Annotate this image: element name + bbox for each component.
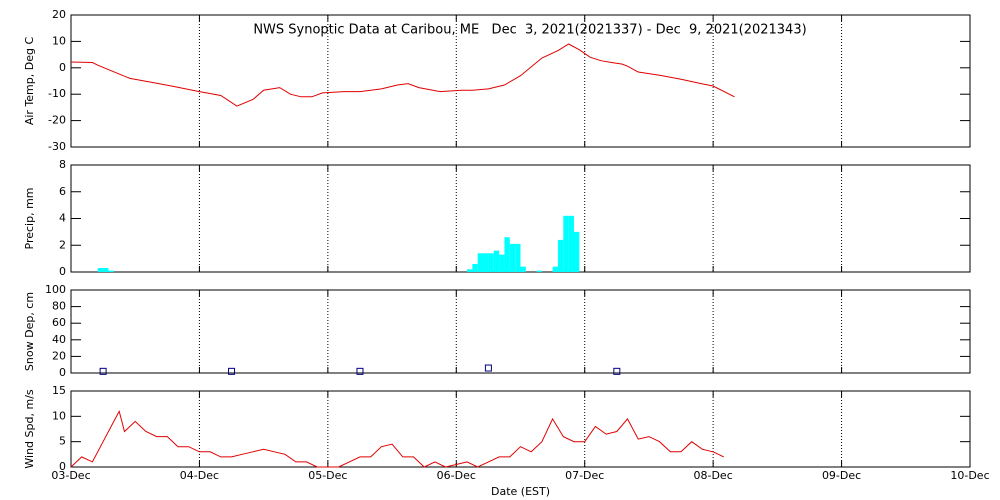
y-tick-label: 15 <box>52 384 66 397</box>
bar <box>574 231 580 272</box>
y-tick-label: -30 <box>48 140 66 153</box>
y-tick-label: 0 <box>59 460 66 473</box>
bar <box>477 253 484 272</box>
point <box>484 364 492 372</box>
bar <box>536 270 542 272</box>
bar <box>520 266 526 272</box>
x-tick-label: 09-Dec <box>822 469 861 482</box>
bar <box>483 253 489 272</box>
y-tick-label: 2 <box>59 238 66 251</box>
y-axis-label: Air Temp, Deg C <box>23 37 36 126</box>
bar <box>568 215 575 272</box>
bar <box>103 267 109 272</box>
y-tick-label: 8 <box>59 158 66 171</box>
y-tick-label: 100 <box>45 283 66 296</box>
y-tick-label: 10 <box>52 34 66 47</box>
y-tick-label: 20 <box>52 8 66 21</box>
point <box>228 367 236 375</box>
bar <box>557 239 564 272</box>
bar <box>488 253 494 272</box>
x-tick-label: 10-Dec <box>950 469 989 482</box>
y-axis-label: Precip, mm <box>23 188 36 250</box>
y-tick-label: 4 <box>59 212 66 225</box>
bar <box>563 215 569 272</box>
plot-frame <box>70 14 971 148</box>
y-tick-label: 6 <box>59 185 66 198</box>
chart-title: NWS Synoptic Data at Caribou, ME Dec 3, … <box>253 23 806 38</box>
y-tick-label: 10 <box>52 409 66 422</box>
bar <box>499 254 505 272</box>
bar <box>552 266 558 272</box>
y-tick-label: -10 <box>48 87 66 100</box>
y-axis-label: Snow Dep, cm <box>23 292 36 371</box>
x-tick-label: 05-Dec <box>308 469 347 482</box>
x-tick-label: 08-Dec <box>694 469 733 482</box>
bar <box>504 237 510 272</box>
x-tick-label: 06-Dec <box>437 469 476 482</box>
y-tick-label: -20 <box>48 114 66 127</box>
bar <box>108 270 114 272</box>
y-tick-label: 0 <box>59 366 66 379</box>
bar <box>493 250 500 272</box>
y-tick-label: 40 <box>52 333 66 346</box>
x-axis-label: Date (EST) <box>491 485 550 498</box>
y-tick-label: 60 <box>52 316 66 329</box>
y-tick-label: 0 <box>59 265 66 278</box>
data-line <box>70 43 735 107</box>
plot-frame <box>70 390 971 468</box>
bar <box>97 267 104 272</box>
y-axis-label: Wind Spd, m/s <box>23 389 36 469</box>
plot-frame <box>70 289 971 374</box>
bar <box>466 269 473 272</box>
y-tick-label: 80 <box>52 300 66 313</box>
x-tick-label: 03-Dec <box>51 469 90 482</box>
point <box>613 367 621 375</box>
x-tick-label: 07-Dec <box>565 469 604 482</box>
data-line <box>70 409 725 468</box>
y-tick-label: 0 <box>59 61 66 74</box>
y-tick-label: 20 <box>52 349 66 362</box>
x-tick-label: 04-Dec <box>180 469 219 482</box>
point <box>99 367 107 375</box>
bar <box>509 243 516 272</box>
bar <box>515 243 521 272</box>
y-tick-label: 5 <box>59 435 66 448</box>
point <box>356 367 364 375</box>
bar <box>472 263 478 272</box>
